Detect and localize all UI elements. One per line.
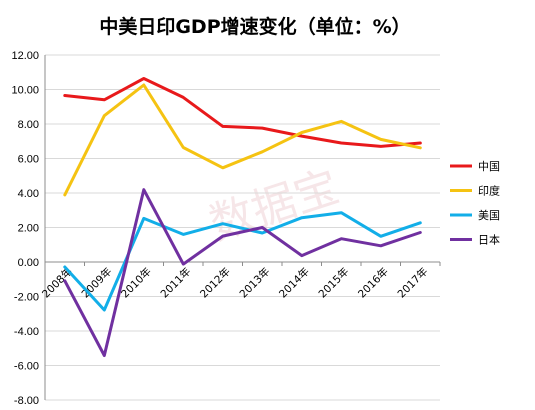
series-line-印度 bbox=[63, 83, 422, 197]
chart-title: 中美日印GDP增速变化（单位：%） bbox=[99, 15, 410, 38]
y-tick-label: 2.00 bbox=[18, 223, 39, 235]
series-line-中国 bbox=[63, 77, 422, 148]
y-tick-label: -6.00 bbox=[14, 361, 39, 373]
y-tick-label: 0.00 bbox=[18, 257, 39, 269]
series-lines bbox=[63, 77, 422, 357]
y-tick-label: 10.00 bbox=[11, 85, 39, 97]
series-line-日本 bbox=[63, 188, 422, 357]
y-tick-label: -4.00 bbox=[14, 326, 39, 338]
legend-label: 中国 bbox=[478, 160, 500, 173]
y-tick-label: -2.00 bbox=[14, 292, 39, 304]
series-line-美国 bbox=[63, 211, 422, 312]
y-tick-label: 8.00 bbox=[18, 119, 39, 131]
y-axis: 12.00 10.00 8.00 6.00 4.00 2.00 0.00 -2.00 -4.00… bbox=[11, 50, 46, 407]
y-tick-label: 12.00 bbox=[11, 50, 39, 62]
legend-label: 美国 bbox=[478, 209, 500, 222]
legend-label: 日本 bbox=[478, 233, 500, 247]
y-tick-label: -8.00 bbox=[14, 395, 39, 407]
y-tick-label: 4.00 bbox=[18, 188, 39, 200]
legend-label: 印度 bbox=[478, 184, 500, 198]
y-tick-label: 6.00 bbox=[18, 154, 39, 166]
